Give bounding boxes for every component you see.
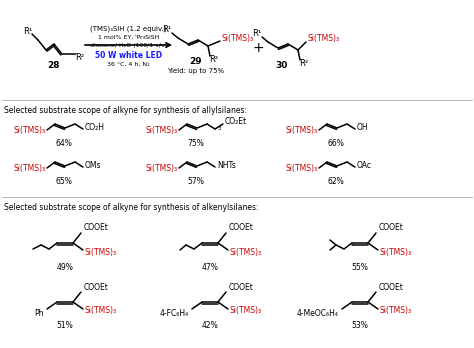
Text: 64%: 64% (55, 140, 73, 149)
Text: CO₂H: CO₂H (85, 122, 105, 132)
Text: COOEt: COOEt (84, 223, 109, 232)
Text: 36 °C, 4 h, N₂: 36 °C, 4 h, N₂ (107, 62, 150, 66)
Text: Si(TMS)₃: Si(TMS)₃ (230, 307, 262, 316)
Text: Ph: Ph (35, 309, 44, 318)
Text: 28: 28 (48, 62, 60, 71)
Text: 29: 29 (190, 57, 202, 66)
Text: 1 mol% EY, ⁱPr₃SiSH: 1 mol% EY, ⁱPr₃SiSH (98, 34, 159, 40)
Text: R¹: R¹ (252, 30, 262, 39)
Text: 49%: 49% (56, 262, 73, 271)
Text: 4-MeOC₆H₄: 4-MeOC₆H₄ (297, 309, 339, 318)
Text: Si(TMS)₃: Si(TMS)₃ (146, 126, 178, 134)
Text: R¹: R¹ (163, 25, 172, 34)
Text: COOEt: COOEt (379, 283, 404, 292)
Text: 42%: 42% (201, 322, 219, 331)
Text: R²: R² (210, 55, 219, 64)
Text: COOEt: COOEt (84, 283, 109, 292)
Text: Si(TMS)₃: Si(TMS)₃ (222, 34, 254, 44)
Text: +: + (252, 41, 264, 55)
Text: Si(TMS)₃: Si(TMS)₃ (14, 126, 46, 134)
Text: Si(TMS)₃: Si(TMS)₃ (380, 307, 412, 316)
Text: Selected substrate scope of alkyne for synthesis of alkenylsilanes:: Selected substrate scope of alkyne for s… (4, 203, 258, 212)
Text: Si(TMS)₃: Si(TMS)₃ (230, 247, 262, 256)
Text: Si(TMS)₃: Si(TMS)₃ (85, 247, 117, 256)
Text: R²: R² (75, 54, 84, 63)
Text: Si(TMS)₃: Si(TMS)₃ (380, 247, 412, 256)
Text: Si(TMS)₃: Si(TMS)₃ (85, 307, 117, 316)
Text: 55%: 55% (352, 262, 368, 271)
Text: 57%: 57% (188, 177, 204, 187)
Text: Si(TMS)₃: Si(TMS)₃ (308, 33, 340, 42)
Text: Si(TMS)₃: Si(TMS)₃ (146, 164, 178, 173)
Text: (TMS)₃SiH (1.2 equiv.): (TMS)₃SiH (1.2 equiv.) (90, 26, 167, 32)
Text: COOEt: COOEt (229, 283, 254, 292)
Text: OH: OH (357, 122, 369, 132)
Text: R²: R² (300, 60, 309, 69)
Text: 47%: 47% (201, 262, 219, 271)
Text: Selected substrate scope of alkyne for synthesis of allylsilanes:: Selected substrate scope of alkyne for s… (4, 106, 247, 115)
Text: OMs: OMs (85, 160, 101, 169)
Text: 65%: 65% (55, 177, 73, 187)
Text: 53%: 53% (352, 322, 368, 331)
Text: R¹: R¹ (23, 26, 33, 35)
Text: 3: 3 (218, 126, 221, 131)
Text: 30: 30 (276, 62, 288, 71)
Text: COOEt: COOEt (229, 223, 254, 232)
Text: COOEt: COOEt (379, 223, 404, 232)
Text: 66%: 66% (328, 140, 345, 149)
Text: 50 W white LED: 50 W white LED (95, 50, 162, 60)
Text: Si(TMS)₃: Si(TMS)₃ (286, 126, 318, 134)
Text: Si(TMS)₃: Si(TMS)₃ (14, 164, 46, 173)
Text: CO₂Et: CO₂Et (225, 117, 247, 126)
Text: OAc: OAc (357, 160, 372, 169)
Text: 51%: 51% (56, 322, 73, 331)
Text: dioxane/ H₂O (100/1 v/v): dioxane/ H₂O (100/1 v/v) (90, 42, 167, 47)
Text: 4-FC₆H₄: 4-FC₆H₄ (160, 309, 189, 318)
Text: 75%: 75% (188, 140, 204, 149)
Text: NHTs: NHTs (217, 160, 236, 169)
Text: Yield: up to 75%: Yield: up to 75% (167, 68, 225, 74)
Text: Si(TMS)₃: Si(TMS)₃ (286, 164, 318, 173)
Text: 62%: 62% (328, 177, 345, 187)
